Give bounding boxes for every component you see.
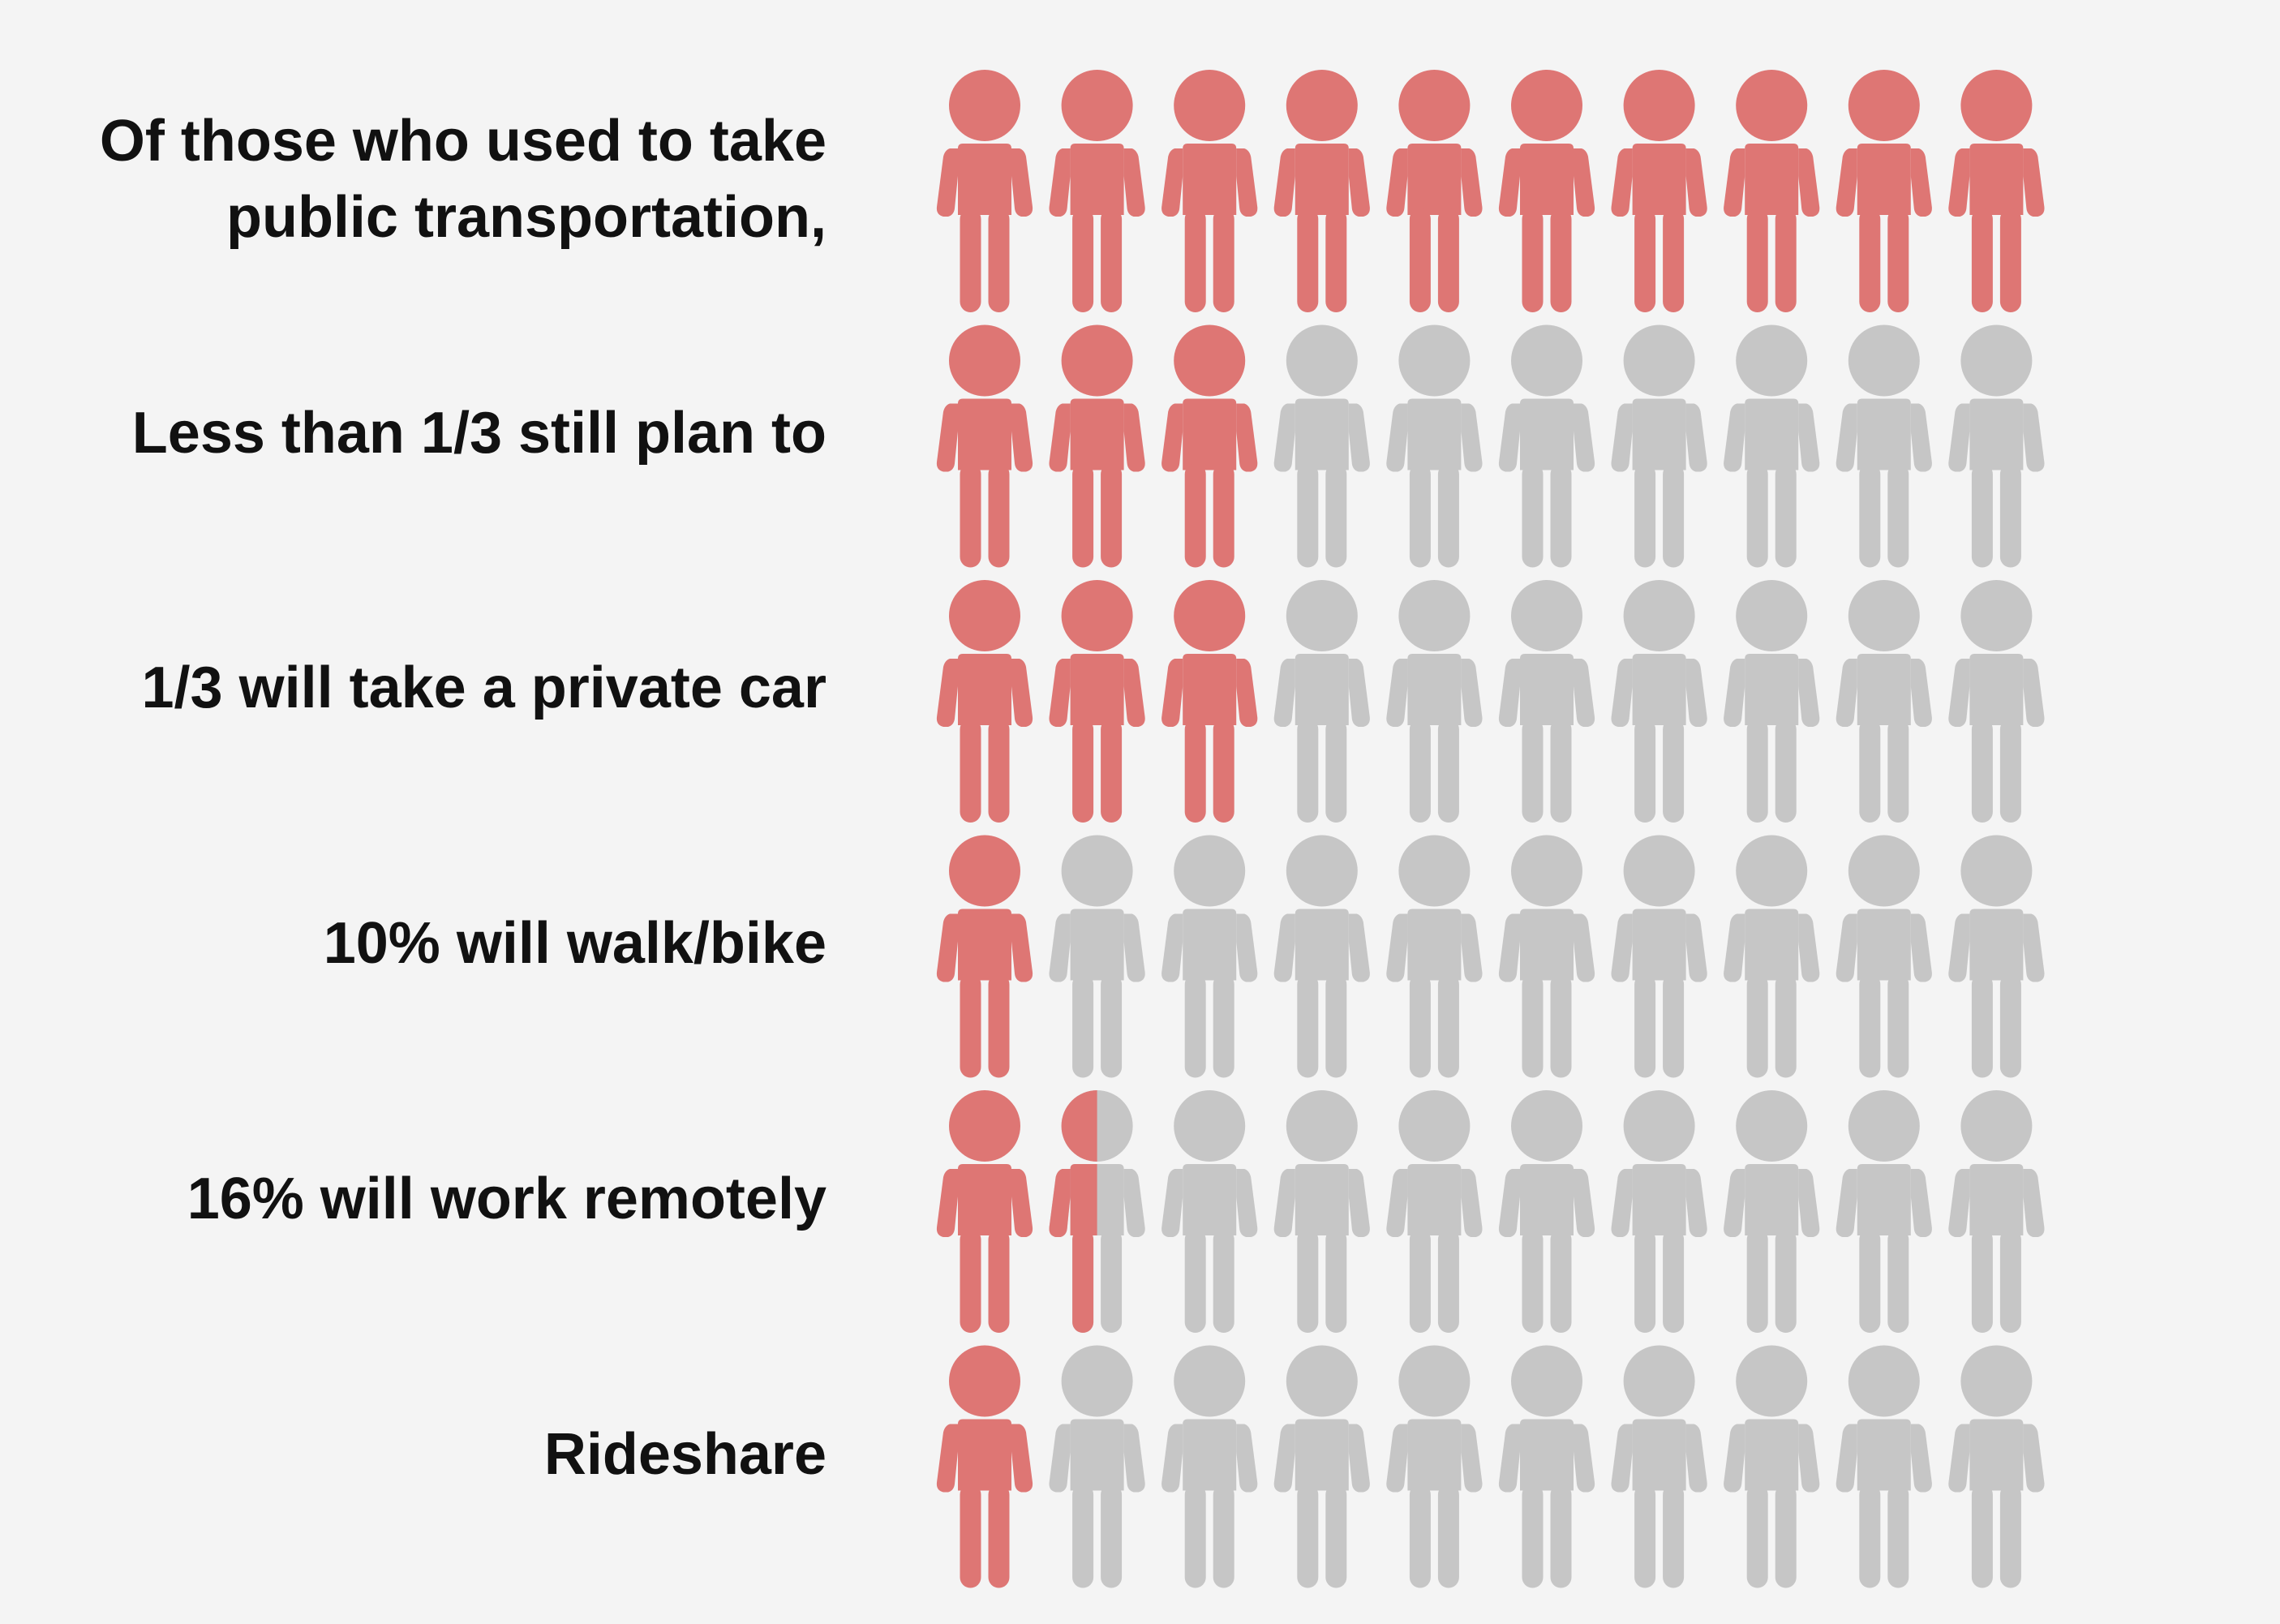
person-icon xyxy=(1273,580,1370,823)
person-icon xyxy=(1611,70,1707,312)
person-icon xyxy=(1161,835,1258,1078)
person-icon xyxy=(936,1090,1033,1333)
row-label-still-plan: Less than 1/3 still plan to xyxy=(15,395,827,471)
person-icon xyxy=(1273,1345,1370,1588)
row-label-work-remotely: 16% will work remotely xyxy=(15,1161,827,1237)
person-icon xyxy=(1049,70,1145,312)
person-icon xyxy=(1273,1090,1370,1333)
person-icon xyxy=(1498,1090,1595,1333)
person-icon xyxy=(1724,1345,1820,1588)
person-icon xyxy=(1161,324,1258,568)
person-icon xyxy=(1498,70,1595,312)
person-icon xyxy=(1386,324,1483,568)
icon-row xyxy=(936,580,2045,823)
person-icon xyxy=(1836,1090,1932,1333)
label-line: public transportation, xyxy=(225,185,827,250)
person-icon xyxy=(1836,1345,1932,1588)
person-icon xyxy=(1049,580,1145,823)
icon-row xyxy=(936,835,2045,1078)
person-icon xyxy=(936,70,1033,312)
label-line: 1/3 will take a private car xyxy=(141,655,827,720)
person-icon xyxy=(1948,1345,2045,1588)
person-icon xyxy=(1161,1345,1258,1588)
label-line: 10% will walk/bike xyxy=(323,911,827,976)
person-icon xyxy=(1273,835,1370,1078)
person-icon xyxy=(1498,580,1595,823)
person-icon xyxy=(1948,1090,2045,1333)
person-icon xyxy=(1611,580,1707,823)
icon-row xyxy=(936,1090,2045,1333)
icon-row xyxy=(936,70,2045,312)
row-label-private-car: 1/3 will take a private car xyxy=(15,650,827,726)
person-icon-partial-fill xyxy=(1049,1090,1097,1333)
row-label-walk-bike: 10% will walk/bike xyxy=(15,905,827,982)
person-icon xyxy=(1836,580,1932,823)
person-icon xyxy=(1948,580,2045,823)
person-icon xyxy=(936,324,1033,568)
person-icon xyxy=(1049,835,1145,1078)
person-icon xyxy=(1724,70,1820,312)
person-icon xyxy=(1948,70,2045,312)
person-icon xyxy=(1498,835,1595,1078)
person-icon xyxy=(1049,1090,1145,1333)
row-label-rideshare: Rideshare xyxy=(15,1416,827,1493)
person-icon xyxy=(1161,580,1258,823)
person-icon xyxy=(1273,70,1370,312)
person-icon xyxy=(1611,835,1707,1078)
person-icon xyxy=(1948,324,2045,568)
icon-row xyxy=(936,324,2045,568)
person-icon xyxy=(1386,1090,1483,1333)
person-icon xyxy=(1386,580,1483,823)
person-icon xyxy=(936,580,1033,823)
label-line: Of those who used to take xyxy=(99,109,827,174)
person-icon xyxy=(1836,70,1932,312)
person-icon xyxy=(1498,1345,1595,1588)
person-icon xyxy=(1611,1090,1707,1333)
person-icon xyxy=(1724,835,1820,1078)
person-icon xyxy=(1049,1345,1145,1588)
person-icon xyxy=(936,835,1033,1078)
person-icon xyxy=(1724,324,1820,568)
person-icon xyxy=(1836,835,1932,1078)
label-line: 16% will work remotely xyxy=(187,1166,827,1231)
label-line: Less than 1/3 still plan to xyxy=(131,401,827,466)
person-icon xyxy=(1836,324,1932,568)
person-icon xyxy=(1498,324,1595,568)
row-label-public-transport: Of those who used to take public transpo… xyxy=(15,103,827,256)
person-icon xyxy=(1386,1345,1483,1588)
person-icon xyxy=(1049,324,1145,568)
person-icon xyxy=(1386,70,1483,312)
person-icon xyxy=(1386,835,1483,1078)
person-icon xyxy=(1948,835,2045,1078)
person-icon xyxy=(1161,1090,1258,1333)
person-icon xyxy=(936,1345,1033,1588)
person-icon xyxy=(1611,1345,1707,1588)
label-line: Rideshare xyxy=(543,1422,827,1487)
person-icon xyxy=(1611,324,1707,568)
icon-row xyxy=(936,1345,2045,1588)
person-icon xyxy=(1724,1090,1820,1333)
person-icon xyxy=(1724,580,1820,823)
person-icon xyxy=(1161,70,1258,312)
person-icon xyxy=(1273,324,1370,568)
